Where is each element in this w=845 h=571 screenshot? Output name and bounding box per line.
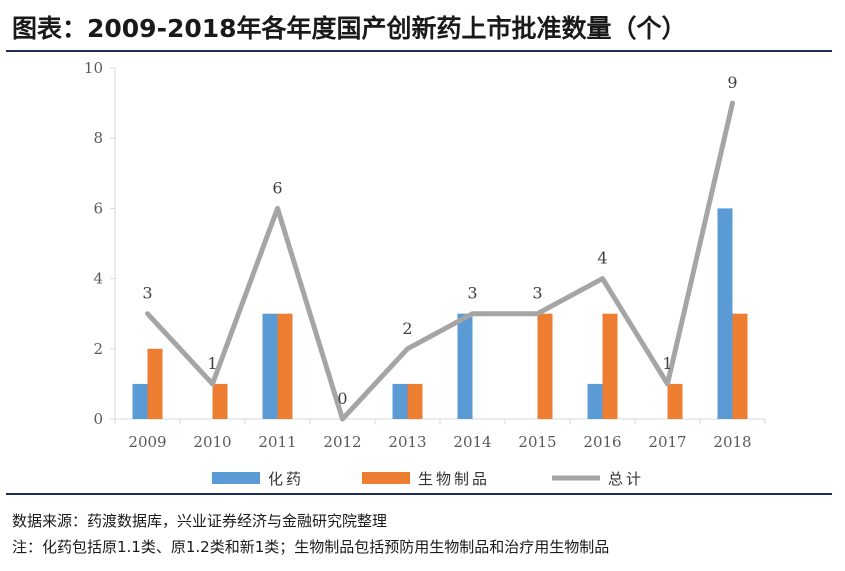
y-tick-label: 6: [93, 199, 103, 217]
total-data-label: 3: [142, 284, 152, 303]
footer-divider: [6, 493, 832, 495]
total-line: [145, 100, 735, 422]
bar-biological: [212, 383, 228, 419]
total-data-label: 3: [467, 284, 477, 303]
total-data-label: 3: [532, 284, 542, 303]
legend-biological-label: 生物制品: [418, 470, 490, 488]
source-note: 数据来源：药渡数据库，兴业证券经济与金融研究院整理: [12, 512, 388, 530]
total-data-label: 2: [402, 319, 412, 338]
y-tick-label: 10: [84, 59, 103, 77]
x-tick-label: 2012: [323, 433, 361, 451]
total-data-label: 6: [272, 178, 282, 197]
data-labels: 3 1 6 0 2 3 3 4 1 9: [142, 73, 737, 408]
bar-biological: [602, 313, 618, 419]
bar-biological: [407, 383, 423, 419]
bar-biological: [537, 313, 553, 419]
chart-title: 图表：2009-2018年各年度国产创新药上市批准数量（个）: [12, 14, 687, 43]
total-series-line: [145, 100, 735, 422]
legend-total-label: 总计: [608, 470, 644, 488]
x-tick-label: 2010: [193, 433, 231, 451]
legend-chemical-label: 化药: [268, 470, 304, 488]
bar-chemical: [457, 313, 473, 419]
x-tick-label: 2009: [128, 433, 166, 451]
total-data-label: 0: [337, 389, 347, 408]
legend: 化药 生物制品 总计: [212, 470, 644, 488]
bar-chemical: [262, 313, 278, 419]
remark-note: 注：化药包括原1.1类、原1.2类和新1类；生物制品包括预防用生物制品和治疗用生…: [12, 538, 610, 556]
x-tick-label: 2011: [258, 433, 296, 451]
bar-chemical: [717, 208, 733, 419]
total-data-label: 4: [597, 249, 607, 268]
bar-biological: [147, 348, 163, 419]
x-tick-label: 2013: [388, 433, 426, 451]
title-divider: [6, 50, 832, 52]
y-tick-label: 2: [93, 340, 103, 358]
bar-biological: [732, 313, 748, 419]
bar-chemical: [587, 383, 603, 419]
x-tick-label: 2014: [453, 433, 491, 451]
y-tick-label: 4: [93, 270, 103, 288]
total-data-label: 1: [662, 354, 672, 373]
bar-biological: [277, 313, 293, 419]
x-tick-label: 2018: [713, 433, 751, 451]
bar-chemical: [392, 383, 408, 419]
x-tick-label: 2016: [583, 433, 621, 451]
x-tick-label: 2015: [518, 433, 556, 451]
y-tick-label: 0: [93, 410, 103, 428]
total-data-label: 1: [207, 354, 217, 373]
total-data-label: 9: [727, 73, 737, 92]
bars: [132, 208, 748, 419]
x-tick-label: 2017: [648, 433, 686, 451]
legend-chemical-swatch: [212, 472, 260, 484]
bar-biological: [667, 383, 683, 419]
legend-biological-swatch: [362, 472, 410, 484]
y-tick-label: 8: [93, 129, 103, 147]
bar-chemical: [132, 383, 148, 419]
